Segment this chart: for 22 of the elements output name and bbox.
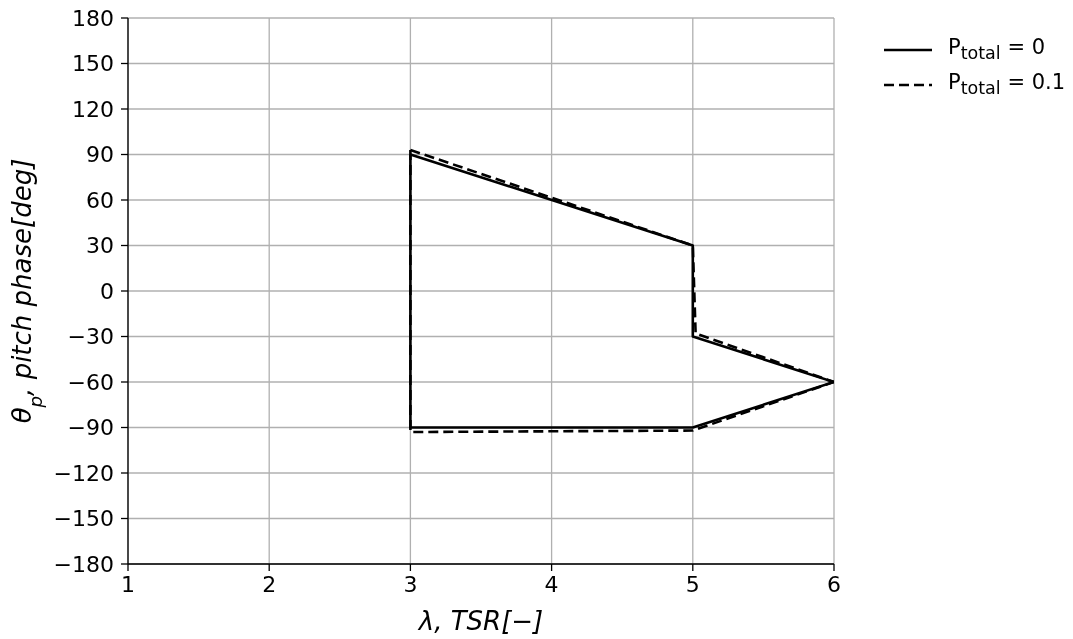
y-tick-label: −30	[67, 324, 114, 350]
y-tick-label: 0	[100, 278, 114, 304]
y-tick-label: −120	[53, 460, 114, 486]
x-tick-label: 6	[827, 571, 841, 597]
y-tick-label: −150	[53, 506, 114, 532]
y-tick-label: −180	[53, 551, 114, 577]
legend-label: P$_{total}$ = 0	[948, 35, 1046, 64]
x-tick-label: 3	[403, 571, 418, 597]
y-tick-label: 180	[72, 5, 114, 31]
x-tick-label: 1	[121, 571, 135, 597]
x-tick-label: 2	[262, 571, 277, 597]
legend-label: P$_{total}$ = 0.1	[948, 70, 1066, 99]
y-tick-label: 60	[86, 187, 114, 213]
x-axis-title: λ, TSR[−]	[416, 606, 544, 636]
x-tick-label: 5	[685, 571, 700, 597]
y-tick-label: 90	[86, 142, 114, 168]
y-tick-label: 30	[86, 233, 114, 259]
y-tick-label: −60	[67, 369, 114, 395]
y-tick-label: 120	[72, 96, 114, 122]
y-tick-label: −90	[67, 415, 114, 441]
y-tick-label: 150	[72, 51, 114, 77]
x-tick-label: 4	[544, 571, 559, 597]
